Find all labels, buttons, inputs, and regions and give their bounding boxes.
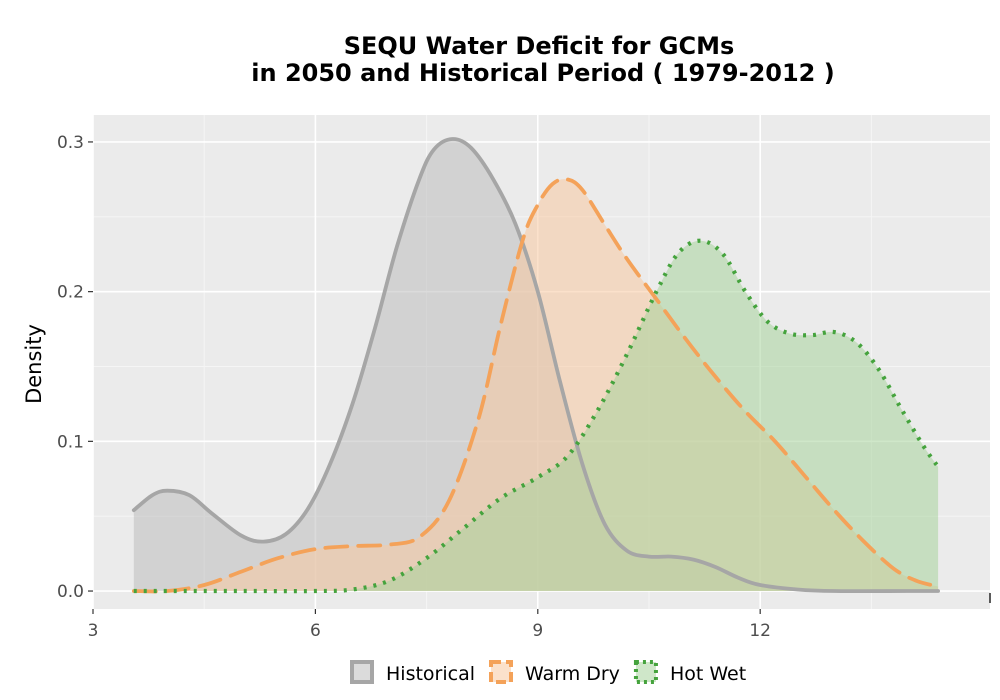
y-tick-label: 0.3 [57,133,84,153]
chart-title-line-2: in 2050 and Historical Period ( 1979-201… [251,59,834,87]
chart-title-line-1: SEQU Water Deficit for GCMs [344,32,735,60]
x-tick-label: 9 [532,621,543,641]
legend-label-hot-wet: Hot Wet [670,663,746,685]
legend: Historical Warm Dry Hot Wet [350,660,746,685]
density-areas [133,138,939,592]
y-axis: 0.0 0.1 0.2 0.3 [57,133,93,602]
x-axis: 3 6 9 12 [88,593,991,641]
y-tick-label: 0.1 [57,432,84,452]
legend-key-hot-wet [633,660,658,684]
x-tick-label: 6 [310,621,321,641]
legend-label-historical: Historical [386,663,475,685]
y-axis-label: Density [22,324,46,404]
legend-label-warm-dry: Warm Dry [525,663,620,685]
x-tick-label: 12 [749,621,771,641]
x-tick-label: 3 [88,621,99,641]
legend-key-warm-dry [489,660,513,684]
hot-wet-area [133,240,939,592]
density-lines [131,137,940,594]
warm-dry-line [131,177,940,594]
historical-line [131,137,940,594]
legend-key-historical [350,660,374,684]
y-tick-label: 0.0 [57,582,84,602]
y-tick-label: 0.2 [57,283,84,303]
